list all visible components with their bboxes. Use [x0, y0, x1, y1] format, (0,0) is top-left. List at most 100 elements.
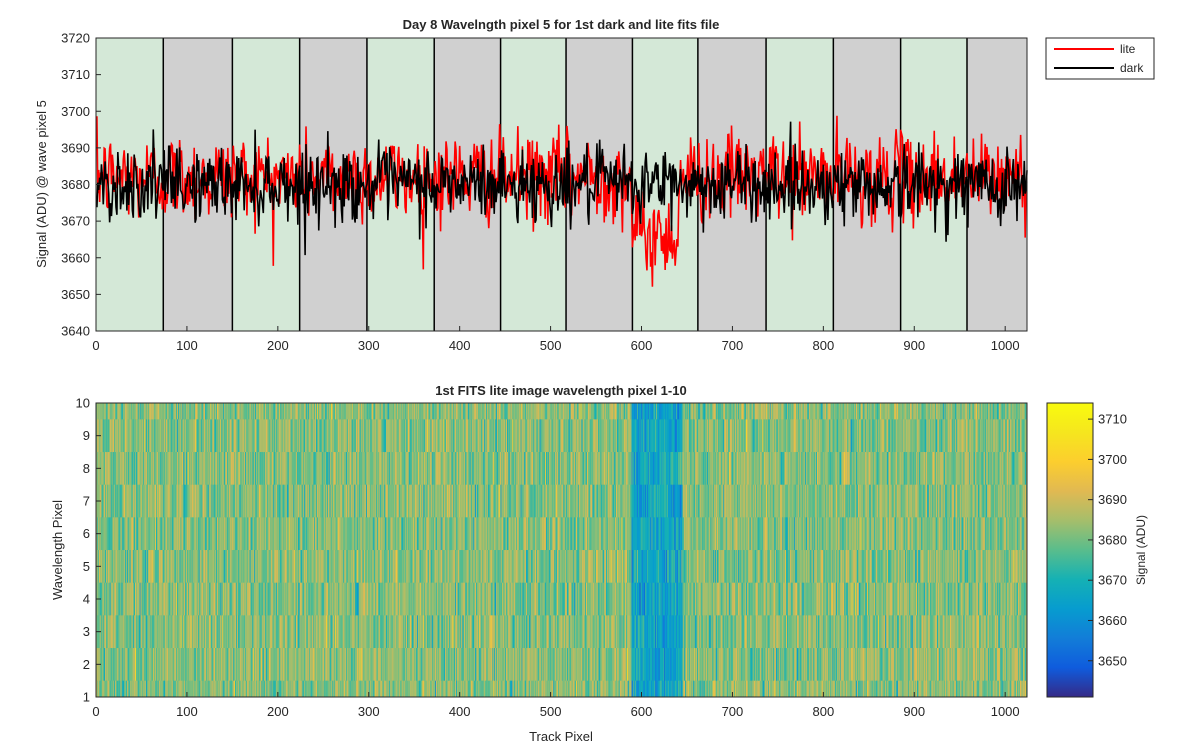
heatmap-cell — [119, 452, 121, 486]
heatmap-cell — [263, 403, 265, 420]
heatmap-cell — [237, 680, 240, 698]
heatmap-cell — [175, 517, 177, 551]
heatmap-cell — [262, 452, 264, 486]
heatmap-cell — [266, 419, 269, 453]
heatmap-cell — [231, 419, 233, 453]
heatmap-cell — [220, 680, 222, 698]
heatmap-cell — [144, 452, 146, 486]
heatmap-cell — [276, 680, 279, 698]
heatmap-cell — [166, 517, 169, 551]
heatmap-cell — [219, 484, 221, 518]
heatmap-cell — [147, 419, 150, 453]
heatmap-cell — [187, 648, 190, 682]
heatmap-cell — [230, 403, 232, 420]
heatmap-cell — [206, 484, 209, 518]
heatmap-cell — [191, 550, 193, 584]
heatmap-cell — [276, 403, 278, 420]
heatmap-cell — [256, 680, 258, 698]
heatmap-cell — [247, 615, 250, 649]
heatmap-cell — [142, 680, 144, 698]
heatmap-cell — [202, 403, 204, 420]
heatmap-cell — [267, 517, 270, 551]
heatmap-cell — [165, 648, 167, 682]
heatmap-cell — [106, 615, 109, 649]
heatmap-cell — [287, 484, 290, 518]
heatmap-cell — [190, 517, 192, 551]
heatmap-cell — [263, 615, 265, 649]
heatmap-cell — [256, 452, 258, 486]
heatmap-cell — [135, 550, 137, 584]
heatmap-cell — [123, 648, 125, 682]
heatmap-cell — [139, 419, 141, 453]
heatmap-cell — [226, 484, 229, 518]
heatmap-cell — [138, 403, 140, 420]
heatmap-cell — [168, 680, 170, 698]
heatmap-cell — [283, 403, 285, 420]
heatmap-cell — [163, 680, 165, 698]
heatmap-cell — [186, 615, 189, 649]
heatmap-cell — [265, 615, 267, 649]
heatmap-cell — [136, 452, 138, 486]
heatmap-cell — [173, 582, 175, 616]
heatmap-cell — [291, 550, 293, 584]
heatmap-cell — [250, 419, 252, 453]
heatmap-cell — [146, 403, 148, 420]
heatmap-cell — [98, 403, 100, 420]
heatmap-cell — [284, 484, 286, 518]
heatmap-cell — [281, 648, 283, 682]
heatmap-cell — [166, 615, 169, 649]
heatmap-cell — [226, 615, 228, 649]
heatmap-cell — [226, 484, 228, 518]
heatmap-cell — [151, 403, 153, 420]
heatmap-cell — [173, 452, 175, 486]
heatmap-cell — [136, 615, 138, 649]
heatmap-cell — [239, 680, 241, 698]
heatmap-cell — [253, 484, 255, 518]
heatmap-cell — [186, 550, 189, 584]
heatmap-cell — [135, 517, 137, 551]
heatmap-cell — [181, 452, 183, 486]
heatmap-cell — [143, 680, 145, 698]
heatmap-cell — [290, 517, 292, 551]
heatmap-cell — [232, 680, 234, 698]
heatmap-cell — [164, 517, 166, 551]
heatmap-cell — [198, 419, 200, 453]
heatmap-cell — [264, 615, 266, 649]
legend[interactable]: lite dark — [1045, 37, 1155, 80]
heatmap-cell — [284, 615, 286, 649]
heatmap-cell — [207, 680, 210, 698]
heatmap-cell — [228, 517, 230, 551]
heatmap-cell — [292, 419, 294, 453]
heatmap-cell — [294, 582, 296, 616]
heatmap-cell — [143, 403, 145, 420]
heatmap-cell — [267, 680, 270, 698]
heatmap-cell — [258, 582, 260, 616]
heatmap-cell — [210, 419, 212, 453]
heatmap-cell — [228, 550, 230, 584]
heatmap-cell — [269, 484, 271, 518]
heatmap-cell — [165, 680, 167, 698]
heatmap-cell — [231, 648, 233, 682]
heatmap-cell — [214, 615, 216, 649]
heatmap-cell — [114, 582, 116, 616]
heatmap-cell — [190, 615, 192, 649]
heatmap-cell — [97, 403, 100, 420]
heatmap-cell — [194, 403, 196, 420]
heatmap-cell — [140, 517, 142, 551]
heatmap-cell — [236, 615, 238, 649]
heatmap-cell — [206, 403, 209, 420]
heatmap-cell — [268, 517, 270, 551]
heatmap-cell — [144, 680, 146, 698]
heatmap-cell — [171, 615, 173, 649]
heatmap-cell — [207, 403, 210, 420]
heatmap-cell — [173, 680, 175, 698]
heatmap-cell — [198, 648, 200, 682]
heatmap-cell — [198, 452, 200, 486]
heatmap-cell — [242, 419, 244, 453]
heatmap-cell — [136, 419, 139, 453]
heatmap-cell — [126, 615, 128, 649]
heatmap-cell — [184, 484, 186, 518]
heatmap-cell — [181, 484, 183, 518]
heatmap-cell — [267, 648, 270, 682]
